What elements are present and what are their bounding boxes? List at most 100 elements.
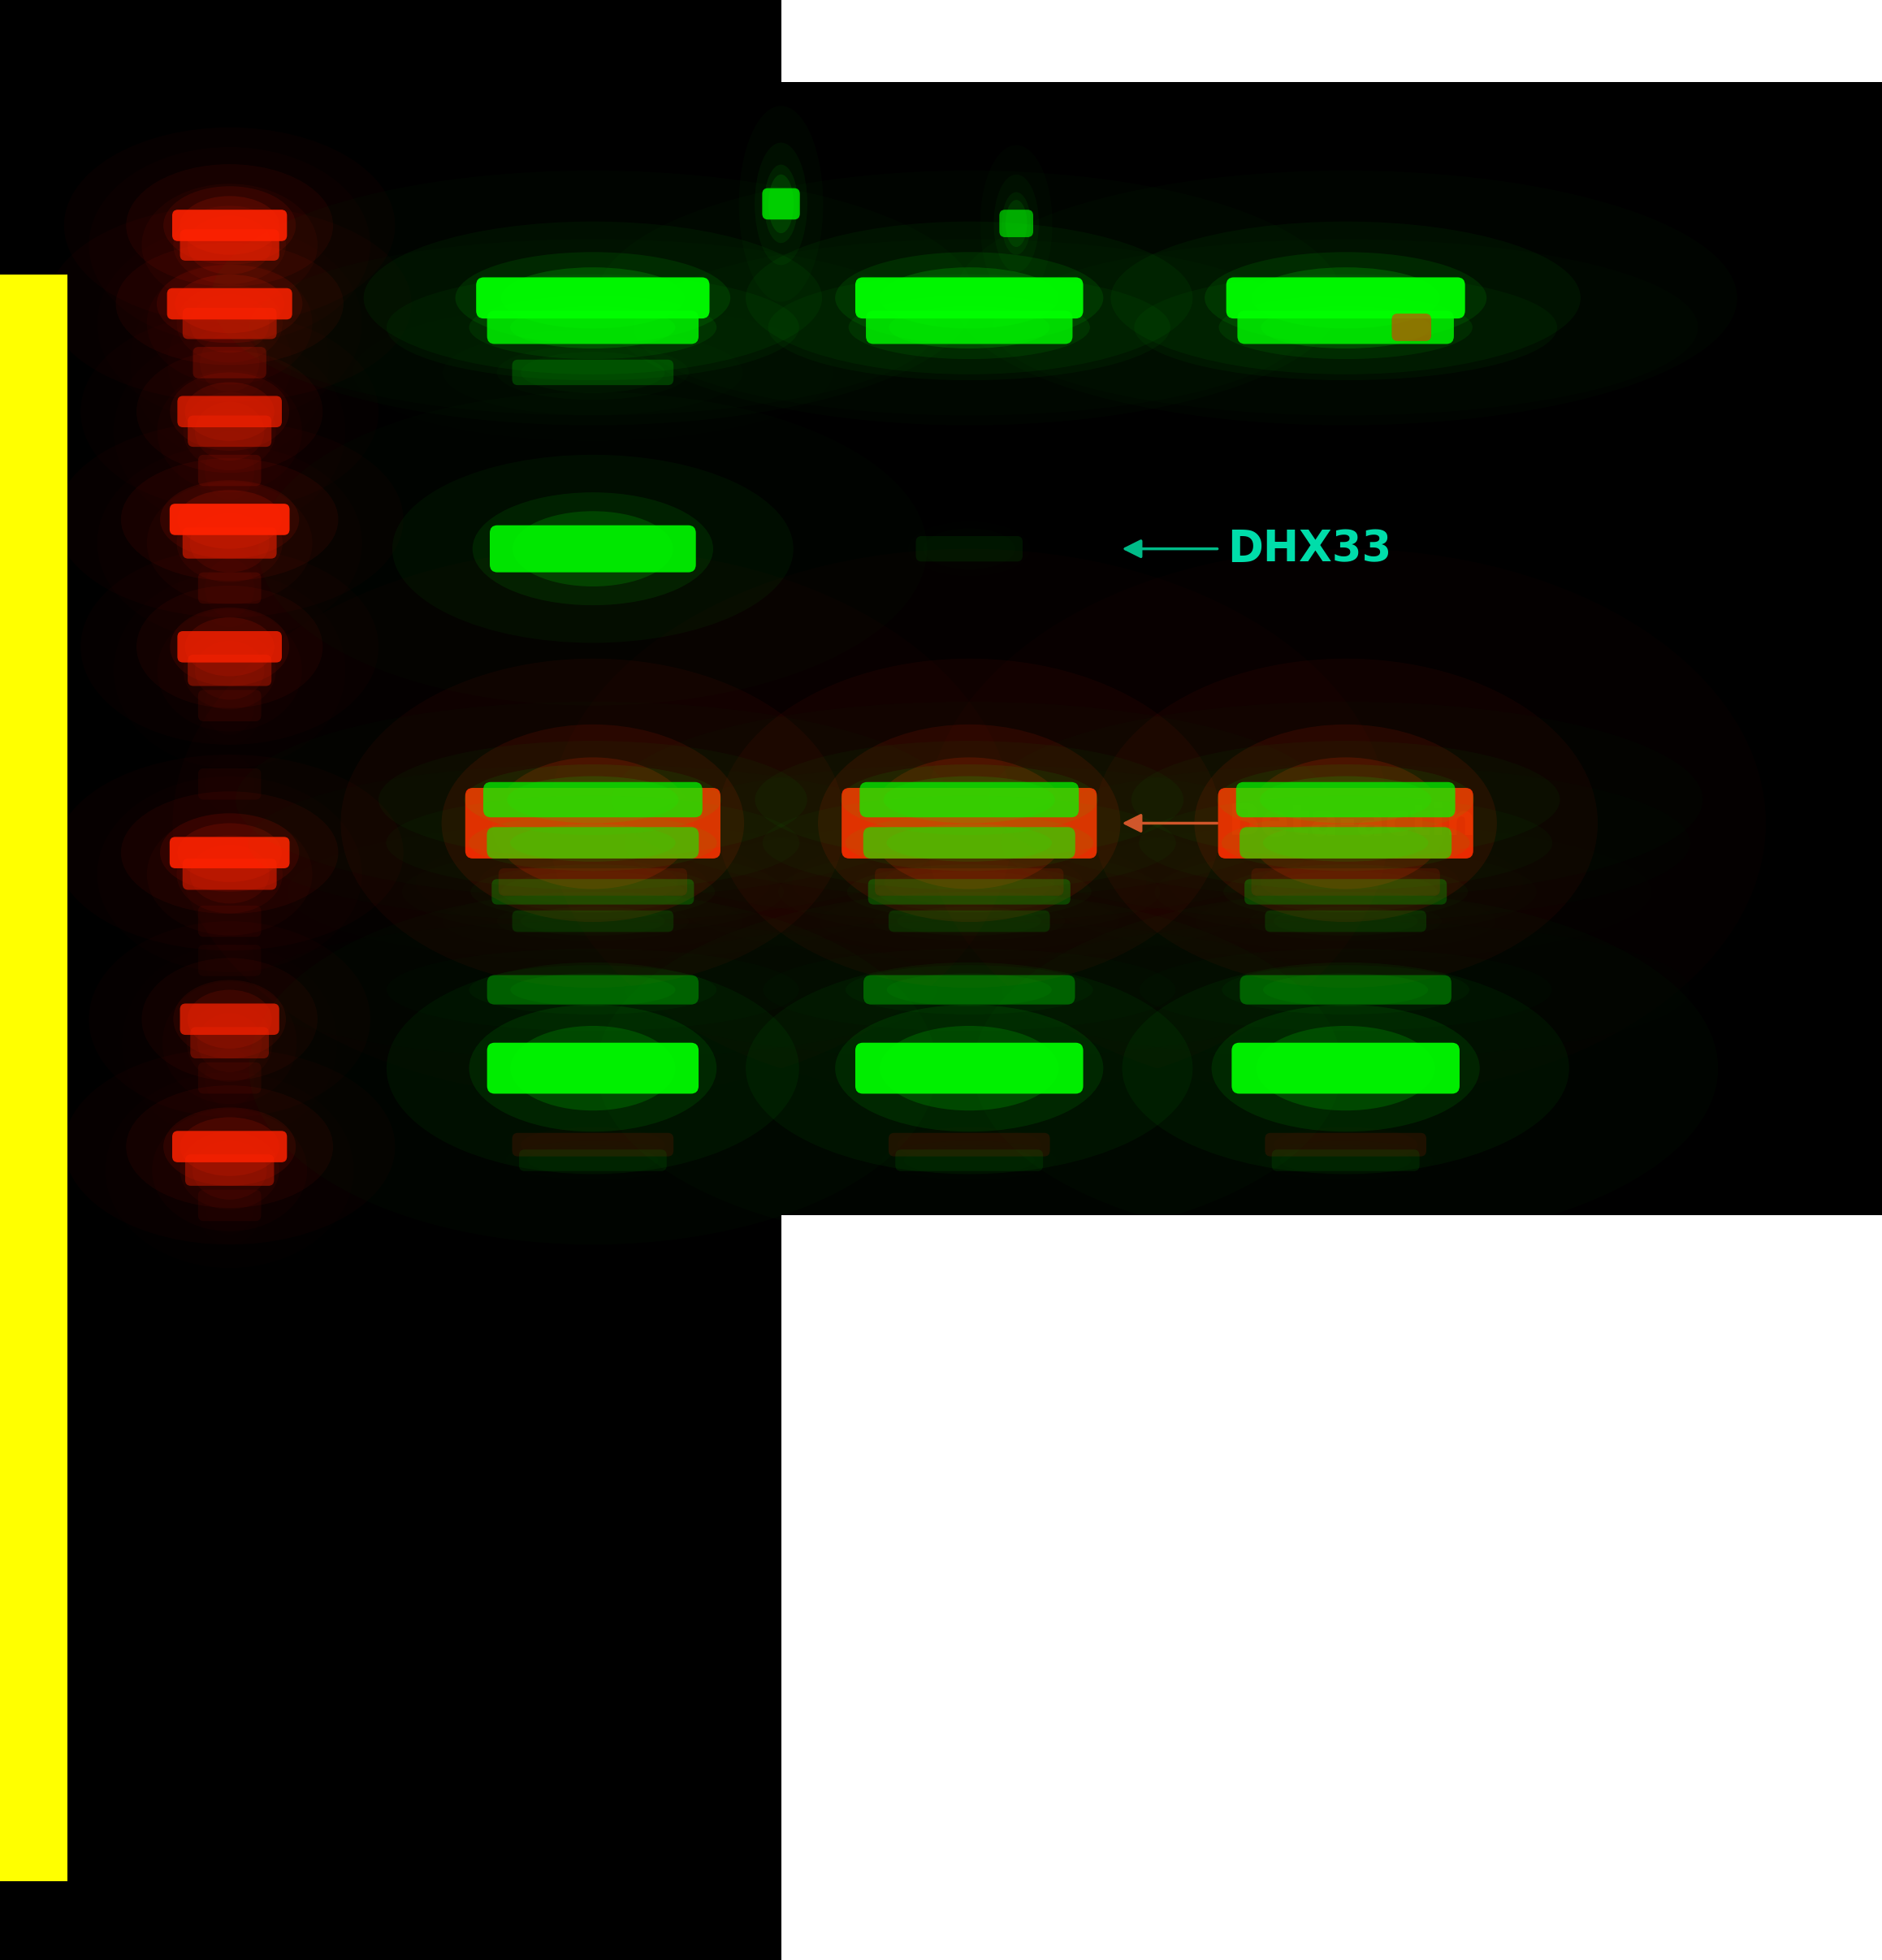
FancyBboxPatch shape [999, 210, 1033, 237]
Bar [781, 1215, 1882, 1960]
Ellipse shape [836, 1005, 1103, 1131]
FancyBboxPatch shape [167, 288, 292, 319]
FancyBboxPatch shape [1227, 278, 1464, 318]
Ellipse shape [1255, 1025, 1436, 1111]
Ellipse shape [190, 294, 269, 353]
FancyBboxPatch shape [476, 278, 710, 318]
Ellipse shape [879, 1025, 1060, 1111]
FancyBboxPatch shape [1231, 1043, 1460, 1094]
Ellipse shape [1259, 776, 1432, 823]
Ellipse shape [469, 815, 717, 870]
Ellipse shape [120, 792, 339, 913]
Ellipse shape [192, 1141, 267, 1200]
Ellipse shape [1212, 1005, 1479, 1131]
FancyBboxPatch shape [1240, 976, 1451, 1005]
Ellipse shape [177, 823, 282, 882]
FancyBboxPatch shape [860, 782, 1078, 817]
FancyBboxPatch shape [1218, 788, 1474, 858]
Ellipse shape [1204, 253, 1487, 343]
Ellipse shape [190, 845, 269, 904]
Ellipse shape [764, 165, 798, 243]
FancyBboxPatch shape [487, 1043, 698, 1094]
FancyBboxPatch shape [512, 359, 674, 384]
FancyBboxPatch shape [192, 347, 267, 378]
Ellipse shape [184, 382, 275, 441]
Ellipse shape [849, 296, 1090, 359]
FancyBboxPatch shape [888, 909, 1050, 931]
Ellipse shape [1263, 974, 1428, 1005]
Ellipse shape [196, 402, 263, 461]
Bar [0, 274, 68, 1882]
Ellipse shape [1263, 823, 1428, 862]
FancyBboxPatch shape [491, 878, 694, 904]
Ellipse shape [1244, 757, 1447, 890]
Ellipse shape [886, 823, 1052, 862]
FancyBboxPatch shape [489, 525, 696, 572]
Ellipse shape [868, 757, 1071, 890]
Ellipse shape [469, 1005, 717, 1131]
Ellipse shape [491, 757, 694, 890]
FancyBboxPatch shape [177, 631, 282, 662]
Ellipse shape [126, 165, 333, 286]
Ellipse shape [1001, 192, 1031, 255]
Ellipse shape [1005, 200, 1028, 247]
Ellipse shape [501, 267, 685, 329]
Ellipse shape [510, 306, 676, 349]
Ellipse shape [177, 490, 282, 549]
Ellipse shape [126, 1086, 333, 1207]
Ellipse shape [819, 725, 1120, 921]
Ellipse shape [188, 216, 271, 274]
FancyBboxPatch shape [198, 768, 262, 800]
FancyBboxPatch shape [181, 229, 279, 261]
FancyBboxPatch shape [190, 1027, 269, 1058]
FancyBboxPatch shape [499, 868, 687, 896]
FancyBboxPatch shape [896, 1149, 1043, 1172]
FancyBboxPatch shape [177, 396, 282, 427]
FancyBboxPatch shape [841, 788, 1097, 858]
FancyBboxPatch shape [188, 416, 271, 447]
Ellipse shape [888, 306, 1050, 349]
Ellipse shape [173, 206, 286, 284]
FancyBboxPatch shape [484, 782, 702, 817]
Ellipse shape [173, 980, 286, 1058]
FancyBboxPatch shape [762, 188, 800, 220]
Ellipse shape [164, 186, 295, 265]
Ellipse shape [190, 514, 269, 572]
FancyBboxPatch shape [1236, 310, 1455, 345]
FancyBboxPatch shape [184, 1154, 275, 1186]
FancyBboxPatch shape [487, 827, 698, 858]
FancyBboxPatch shape [1252, 868, 1440, 896]
Ellipse shape [1195, 725, 1496, 921]
Ellipse shape [845, 815, 1093, 870]
FancyBboxPatch shape [1393, 314, 1432, 341]
Ellipse shape [175, 274, 284, 333]
FancyBboxPatch shape [169, 504, 290, 535]
Ellipse shape [184, 617, 275, 676]
FancyBboxPatch shape [1240, 827, 1451, 858]
Ellipse shape [188, 990, 271, 1049]
Text: DHX33: DHX33 [1227, 527, 1391, 570]
Ellipse shape [160, 480, 299, 559]
FancyBboxPatch shape [868, 878, 1071, 904]
Ellipse shape [836, 253, 1103, 343]
FancyBboxPatch shape [183, 308, 277, 339]
Ellipse shape [169, 608, 290, 686]
Ellipse shape [1261, 306, 1430, 349]
Ellipse shape [169, 372, 290, 451]
Ellipse shape [442, 725, 743, 921]
FancyBboxPatch shape [487, 976, 698, 1005]
FancyBboxPatch shape [198, 1062, 262, 1094]
Ellipse shape [156, 265, 303, 343]
FancyBboxPatch shape [487, 310, 698, 345]
Ellipse shape [196, 641, 263, 700]
Ellipse shape [115, 243, 343, 365]
FancyBboxPatch shape [465, 788, 721, 858]
FancyBboxPatch shape [173, 210, 286, 241]
Ellipse shape [879, 267, 1060, 329]
Ellipse shape [181, 196, 279, 255]
FancyBboxPatch shape [512, 1133, 674, 1156]
FancyBboxPatch shape [854, 278, 1084, 318]
FancyBboxPatch shape [198, 906, 262, 937]
FancyBboxPatch shape [183, 527, 277, 559]
FancyBboxPatch shape [1265, 1133, 1427, 1156]
